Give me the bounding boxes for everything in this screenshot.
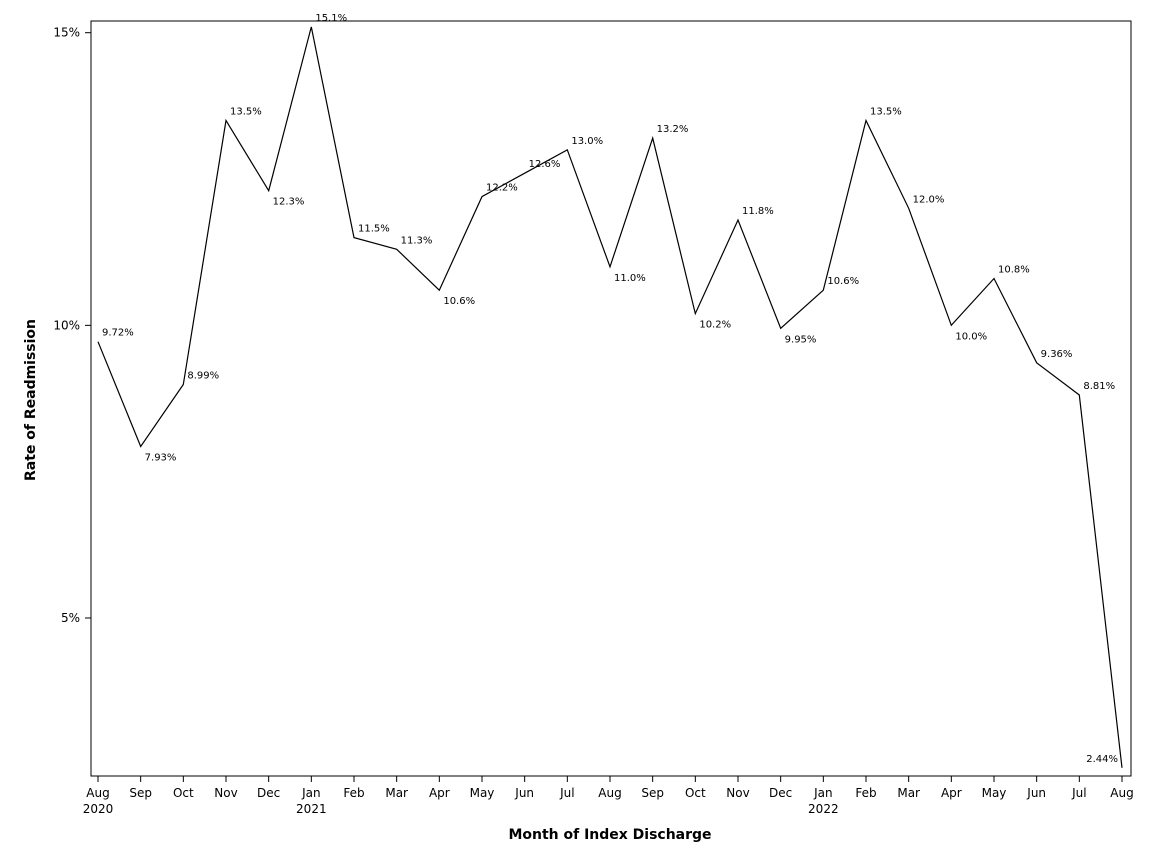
data-label: 11.8% xyxy=(742,206,774,217)
data-label: 13.5% xyxy=(870,106,902,117)
x-tick-label: Aug xyxy=(598,786,621,800)
plot-frame xyxy=(90,20,1132,777)
x-tick-label: Dec xyxy=(257,786,280,800)
data-label: 12.3% xyxy=(273,197,305,208)
x-tick-label: Dec xyxy=(769,786,792,800)
x-tick-label: Oct xyxy=(173,786,194,800)
x-tick-label: Sep xyxy=(641,786,664,800)
data-label: 10.6% xyxy=(443,296,475,307)
data-label: 12.2% xyxy=(486,183,518,194)
x-tick-label: Feb xyxy=(855,786,876,800)
x-tick-label: Nov xyxy=(214,786,237,800)
x-tick-label: Apr xyxy=(941,786,962,800)
data-label: 9.72% xyxy=(102,328,134,339)
x-tick-label: Jun xyxy=(1026,786,1046,800)
data-label: 10.2% xyxy=(699,320,731,331)
x-tick-label: Feb xyxy=(343,786,364,800)
x-tick-label: Mar xyxy=(897,786,920,800)
x-tick-year-label: 2021 xyxy=(296,802,327,816)
data-label: 8.99% xyxy=(187,370,219,381)
x-tick-label: Jun xyxy=(514,786,534,800)
data-label: 13.2% xyxy=(657,124,689,135)
x-tick-label: Sep xyxy=(129,786,152,800)
x-tick-label: Jul xyxy=(559,786,574,800)
y-tick-label: 10% xyxy=(53,318,80,332)
data-label: 7.93% xyxy=(145,452,177,463)
x-axis: Aug 2020 Sep Oct Nov Dec Jan 2021 Feb Mar Apr May Ju… xyxy=(83,776,1134,816)
x-tick-label: Aug xyxy=(1110,786,1133,800)
y-tick-label: 15% xyxy=(53,26,80,40)
x-tick-label: Jan xyxy=(301,786,321,800)
x-tick-label: Oct xyxy=(685,786,706,800)
data-label: 10.0% xyxy=(955,331,987,342)
x-tick-label: Nov xyxy=(726,786,749,800)
data-label: 13.0% xyxy=(571,136,603,147)
x-axis-title: Month of Index Discharge xyxy=(508,827,711,843)
data-label: 11.3% xyxy=(401,235,433,246)
data-label: 15.1% xyxy=(315,13,347,24)
data-label: 12.6% xyxy=(529,159,561,170)
x-tick-year-label: 2020 xyxy=(83,802,114,816)
x-tick-year-label: 2022 xyxy=(808,802,839,816)
data-label: 13.5% xyxy=(230,106,262,117)
x-tick-label: Mar xyxy=(385,786,408,800)
data-labels: 9.72% 7.93% 8.99% 13.5% 12.3% 15.1% 11.5% 11.3%… xyxy=(102,13,1118,765)
y-axis: 5% 10% 15% xyxy=(53,26,91,625)
data-label: 8.81% xyxy=(1083,381,1115,392)
data-label: 10.6% xyxy=(827,276,859,287)
data-label: 11.5% xyxy=(358,224,390,235)
y-tick-label: 5% xyxy=(61,611,80,625)
y-axis-title: Rate of Readmission xyxy=(23,319,39,481)
x-tick-label: Jan xyxy=(813,786,833,800)
series-line xyxy=(97,26,1123,768)
data-label: 9.95% xyxy=(785,334,817,345)
x-tick-label: May xyxy=(470,786,495,800)
data-label: 9.36% xyxy=(1041,349,1073,360)
x-tick-label: Apr xyxy=(429,786,450,800)
data-label: 11.0% xyxy=(614,273,646,284)
data-label: 2.44% xyxy=(1086,754,1118,765)
data-label: 10.8% xyxy=(998,265,1030,276)
x-tick-label: Aug xyxy=(86,786,109,800)
x-tick-label: May xyxy=(982,786,1007,800)
data-label: 12.0% xyxy=(913,194,945,205)
x-tick-label: Jul xyxy=(1071,786,1086,800)
